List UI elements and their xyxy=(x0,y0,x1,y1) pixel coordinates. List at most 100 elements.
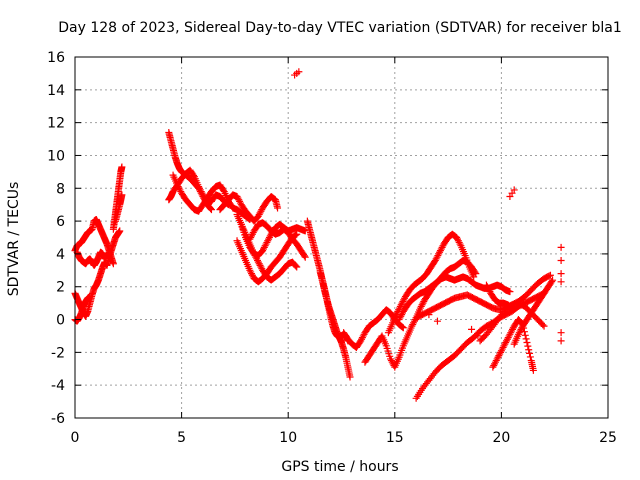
x-axis-label: GPS time / hours xyxy=(281,459,398,475)
data-point xyxy=(507,329,515,337)
data-point xyxy=(470,273,478,281)
chart-title: Day 128 of 2023, Sidereal Day-to-day VTE… xyxy=(58,20,621,36)
series-t22 xyxy=(412,271,554,322)
data-point xyxy=(503,335,511,343)
series-t27 xyxy=(291,68,565,345)
data-point xyxy=(398,299,406,307)
data-point xyxy=(546,271,554,279)
data-point xyxy=(233,192,241,200)
data-point xyxy=(504,334,512,342)
data-point xyxy=(502,339,510,347)
data-point xyxy=(174,183,182,191)
data-point xyxy=(236,197,244,205)
series-t4 xyxy=(73,248,113,269)
data-point xyxy=(408,322,416,330)
data-point xyxy=(435,250,443,258)
data-point xyxy=(526,349,534,357)
data-point xyxy=(438,243,446,251)
data-point xyxy=(248,232,256,240)
data-point xyxy=(439,242,447,250)
data-point xyxy=(410,319,418,327)
data-point xyxy=(474,332,482,340)
data-point xyxy=(489,363,497,371)
data-point xyxy=(425,311,433,319)
data-point xyxy=(492,357,500,365)
data-point xyxy=(557,337,565,345)
data-point xyxy=(265,235,273,243)
data-point xyxy=(539,321,547,329)
data-point xyxy=(256,261,264,269)
data-point xyxy=(357,337,365,345)
data-point xyxy=(507,303,515,311)
series-t17 xyxy=(340,306,407,351)
series-t12 xyxy=(233,230,301,286)
data-point xyxy=(262,240,270,248)
y-tick-label: 2 xyxy=(56,280,65,296)
data-point xyxy=(173,181,181,189)
data-point xyxy=(358,335,366,343)
data-point xyxy=(246,235,254,243)
data-point xyxy=(494,353,502,361)
data-point xyxy=(118,163,126,171)
data-point xyxy=(491,360,499,368)
y-tick-label: 8 xyxy=(56,181,65,197)
data-point xyxy=(274,204,282,212)
data-point xyxy=(499,343,507,351)
data-point xyxy=(453,234,461,241)
y-tick-label: 4 xyxy=(56,247,65,263)
series-t14 xyxy=(246,219,309,261)
plot-frame xyxy=(74,56,609,419)
data-point xyxy=(293,263,301,271)
data-point xyxy=(235,196,243,204)
data-point xyxy=(293,230,301,238)
data-point xyxy=(398,309,406,317)
data-point xyxy=(433,253,441,261)
data-point xyxy=(485,286,493,294)
series-t24 xyxy=(489,316,537,374)
data-point xyxy=(557,243,565,251)
data-point xyxy=(419,299,427,307)
data-point xyxy=(409,320,417,328)
y-tick-label: 14 xyxy=(47,83,65,99)
data-point xyxy=(219,186,227,194)
data-point xyxy=(246,266,254,274)
data-point xyxy=(526,353,534,361)
y-tick-label: 0 xyxy=(56,313,65,329)
data-point xyxy=(360,330,368,338)
x-tick-label: 5 xyxy=(177,430,186,446)
data-point xyxy=(396,314,404,322)
data-point xyxy=(295,68,303,76)
data-point xyxy=(118,191,126,199)
data-point xyxy=(301,253,309,261)
data-point xyxy=(454,237,462,245)
data-point xyxy=(509,324,517,332)
data-point xyxy=(434,252,442,260)
data-point xyxy=(508,325,516,333)
data-point xyxy=(416,304,424,312)
data-point xyxy=(190,171,198,179)
data-point xyxy=(176,186,184,194)
data-point xyxy=(500,342,508,350)
data-point xyxy=(505,332,513,340)
data-point xyxy=(486,288,494,296)
data-point xyxy=(254,212,262,220)
data-point xyxy=(258,265,266,273)
x-tick-label: 10 xyxy=(279,430,297,446)
data-point xyxy=(524,342,532,350)
data-point xyxy=(177,188,185,196)
data-point xyxy=(346,373,354,381)
y-axis-label: SDTVAR / TECUs xyxy=(6,182,22,297)
data-point xyxy=(356,338,364,346)
data-point xyxy=(397,312,405,320)
data-point xyxy=(105,248,113,256)
data-point xyxy=(256,209,264,217)
data-point xyxy=(468,325,476,333)
data-point xyxy=(410,317,418,325)
data-point xyxy=(259,247,267,255)
data-point xyxy=(387,357,395,365)
data-point xyxy=(207,205,215,213)
y-tick-label: -4 xyxy=(51,378,65,394)
data-point xyxy=(398,311,406,319)
data-point xyxy=(453,235,461,243)
data-point xyxy=(248,271,256,279)
